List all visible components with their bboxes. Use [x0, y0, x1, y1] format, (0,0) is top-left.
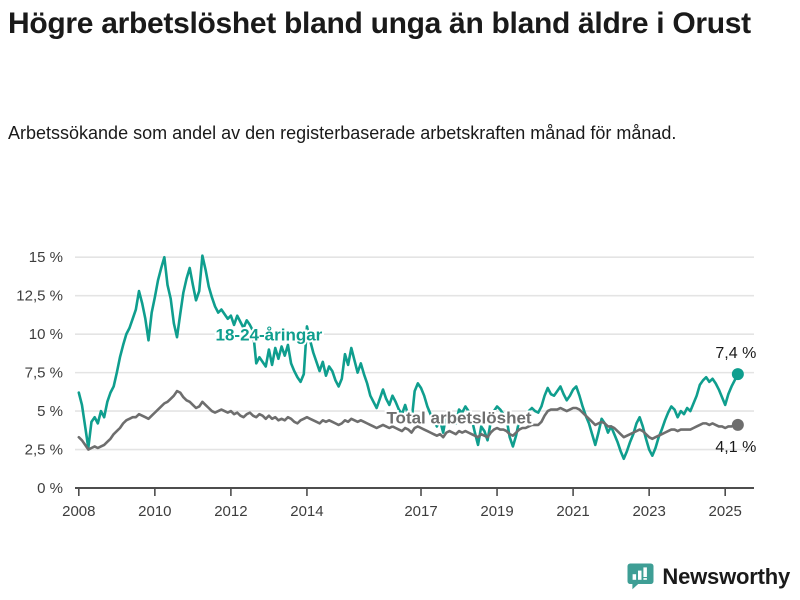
x-tick-label: 2023 [632, 503, 665, 520]
series-end-value-labels: 7,4 % 4,1 % [715, 345, 756, 456]
series-inline-labels: 18-24-åringar Total arbetslöshet [214, 323, 534, 429]
x-tick-label: 2019 [480, 503, 513, 520]
x-tick-label: 2014 [290, 503, 323, 520]
x-tick-label: 2021 [556, 503, 589, 520]
x-tick-label: 2017 [404, 503, 437, 520]
x-tick-label: 2010 [138, 503, 171, 520]
series-label: 18-24-åringar [216, 325, 323, 344]
gridlines [75, 256, 754, 451]
x-tick-label: 2012 [214, 503, 247, 520]
series-end-dot [731, 368, 744, 381]
series-line-total-arbetsl-shet [77, 389, 740, 451]
chart-svg: 0 %2,5 %5 %7,5 %10 %12,5 %15 % 2008 2010 2… [16, 249, 756, 520]
newsworthy-logo-text: Newsworthy [662, 563, 790, 589]
x-axis-tick-labels: 2008 2010 2012 2014 2017 2019 2021 2023 2025 [62, 503, 742, 520]
y-axis-tick-labels: 0 % 2,5 % 5 % 7,5 % 10 % 12,5 % 15 % [16, 249, 63, 497]
y-tick-label: 2,5 % [25, 442, 63, 459]
series-label: Total arbetslöshet [386, 408, 531, 427]
page-title: Högre arbetslöshet bland unga än bland ä… [8, 7, 751, 40]
series-end-dot [731, 418, 744, 431]
y-tick-label: 15 % [29, 249, 63, 266]
end-value-label: 7,4 % [715, 345, 756, 362]
y-tick-label: 0 % [37, 480, 63, 497]
x-tick-label: 2025 [708, 503, 741, 520]
line-chart: 0 % 2,5 % 5 % 7,5 % 10 % 12,5 % 15 % 2008 2010 2… [0, 218, 800, 538]
series-lines [77, 254, 740, 461]
x-tick-label: 2008 [62, 503, 95, 520]
end-value-label: 4,1 % [715, 439, 756, 456]
y-tick-label: 5 % [37, 403, 63, 420]
series-line-18-24-ringar [77, 254, 740, 461]
y-tick-label: 10 % [29, 326, 63, 343]
x-axis [75, 487, 754, 496]
newsworthy-logo[interactable]: Newsworthy [627, 563, 790, 590]
y-tick-label: 7,5 % [25, 365, 63, 382]
bar-chart-speech-bubble-icon [627, 563, 654, 590]
page-subtitle: Arbetssökande som andel av den registerb… [8, 123, 677, 143]
series-end-markers [731, 368, 744, 431]
y-tick-label: 12,5 % [16, 288, 63, 305]
